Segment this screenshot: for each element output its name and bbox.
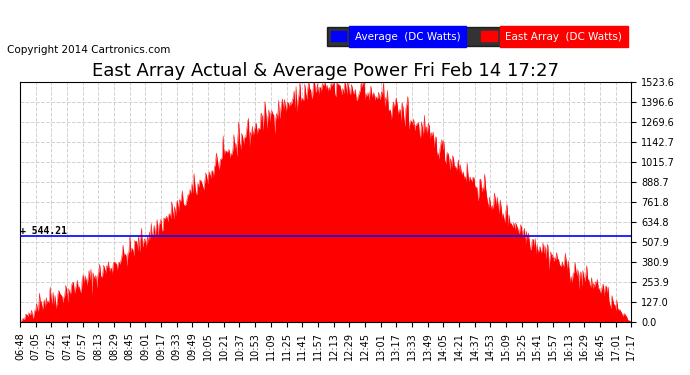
- Text: + 544.21: + 544.21: [20, 226, 67, 236]
- Text: Copyright 2014 Cartronics.com: Copyright 2014 Cartronics.com: [7, 45, 170, 55]
- Title: East Array Actual & Average Power Fri Feb 14 17:27: East Array Actual & Average Power Fri Fe…: [92, 62, 559, 80]
- Legend: Average  (DC Watts), East Array  (DC Watts): Average (DC Watts), East Array (DC Watts…: [326, 27, 627, 46]
